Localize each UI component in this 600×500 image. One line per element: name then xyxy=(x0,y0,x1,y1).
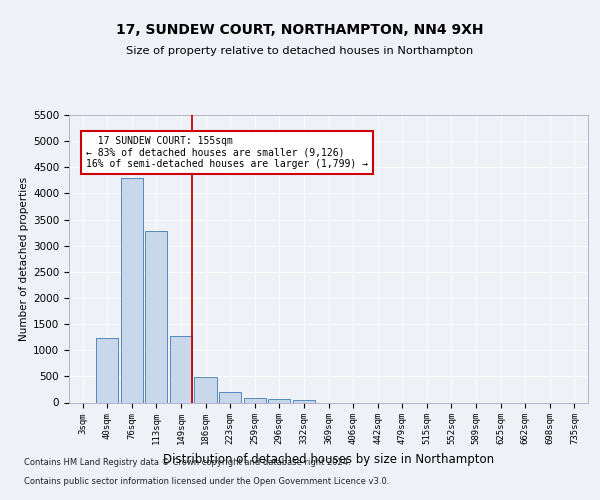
Bar xyxy=(96,338,118,402)
Bar xyxy=(293,400,315,402)
Bar xyxy=(121,178,143,402)
Text: 17 SUNDEW COURT: 155sqm
← 83% of detached houses are smaller (9,126)
16% of semi: 17 SUNDEW COURT: 155sqm ← 83% of detache… xyxy=(86,136,368,169)
Text: Size of property relative to detached houses in Northampton: Size of property relative to detached ho… xyxy=(127,46,473,56)
Y-axis label: Number of detached properties: Number of detached properties xyxy=(19,176,29,341)
Bar xyxy=(268,400,290,402)
Text: Contains HM Land Registry data © Crown copyright and database right 2024.: Contains HM Land Registry data © Crown c… xyxy=(24,458,350,467)
Text: 17, SUNDEW COURT, NORTHAMPTON, NN4 9XH: 17, SUNDEW COURT, NORTHAMPTON, NN4 9XH xyxy=(116,22,484,36)
Bar xyxy=(145,231,167,402)
Bar xyxy=(219,392,241,402)
Bar xyxy=(244,398,266,402)
X-axis label: Distribution of detached houses by size in Northampton: Distribution of detached houses by size … xyxy=(163,453,494,466)
Bar xyxy=(170,336,192,402)
Bar xyxy=(194,378,217,402)
Text: Contains public sector information licensed under the Open Government Licence v3: Contains public sector information licen… xyxy=(24,476,389,486)
